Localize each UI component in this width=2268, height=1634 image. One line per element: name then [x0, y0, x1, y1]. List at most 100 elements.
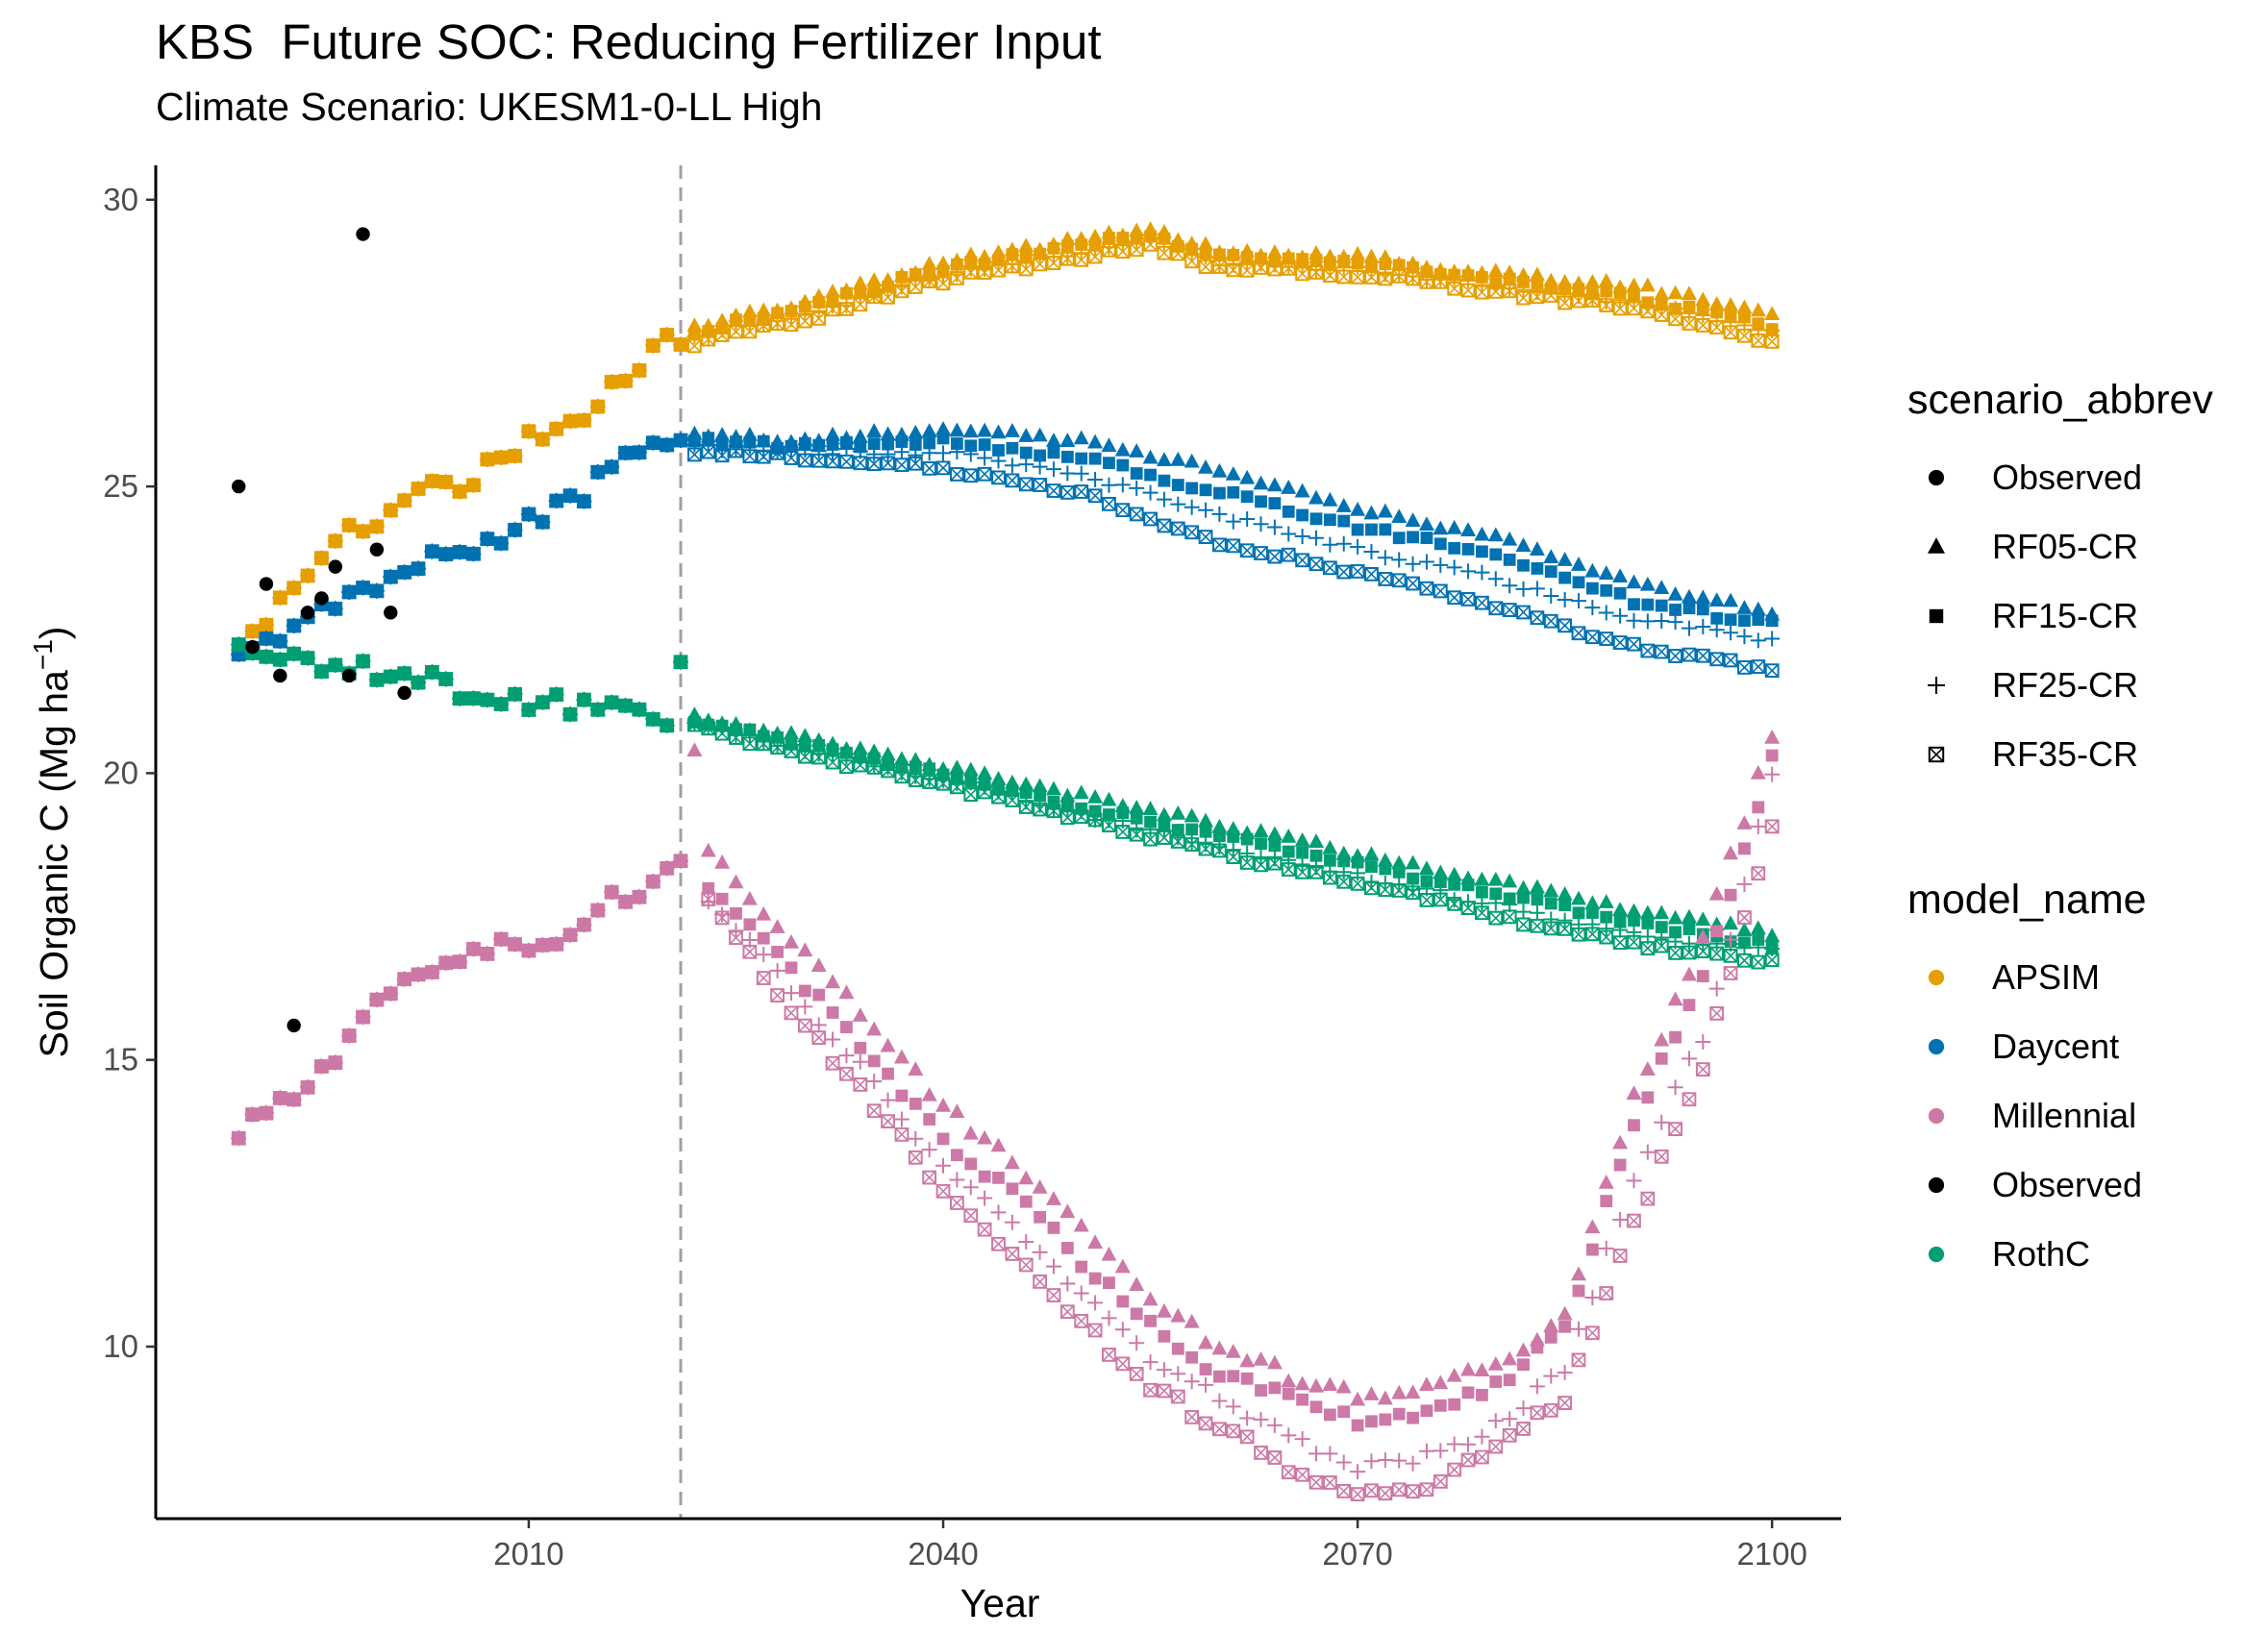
point-daycent-rf35-cr — [1627, 636, 1641, 652]
point-millennial-rf05-cr — [1598, 1174, 1614, 1189]
point-apsim-rf05-cr — [1487, 262, 1504, 277]
point-millennial-rf35-cr — [1267, 1450, 1283, 1465]
point-millennial-rf25-cr — [797, 999, 813, 1015]
point-rothc-rf35-cr — [1254, 857, 1268, 873]
point-daycent-rf25-cr — [1266, 519, 1283, 535]
point-millennial-rf15-cr — [1103, 1276, 1115, 1290]
legend-item-rf35-cr: RF35-CR — [1907, 720, 2213, 789]
point-apsim-rf35-cr — [853, 297, 868, 312]
point-daycent-rf15-cr — [1476, 545, 1488, 558]
point-daycent-rf15-cr — [867, 437, 881, 451]
point-millennial-rf05-cr — [1515, 1342, 1532, 1357]
point-apsim-rf35-cr — [729, 324, 743, 339]
point-rothc-rf35-cr — [729, 730, 743, 745]
point-millennial-rf15-cr — [1171, 1342, 1184, 1355]
legend-item-rothc: RothC — [1907, 1220, 2147, 1289]
point-millennial-rf25-cr — [1281, 1427, 1297, 1444]
point-millennial-rf25-cr — [1170, 1366, 1186, 1382]
point-daycent-rf35-cr — [562, 488, 578, 504]
point-apsim-rf35-cr — [1502, 284, 1517, 299]
point-rothc-rf35-cr — [881, 763, 895, 779]
point-daycent-rf35-cr — [1018, 477, 1034, 492]
point-daycent-rf35-cr — [1668, 649, 1682, 663]
point-millennial-rf35-cr — [231, 1130, 246, 1146]
point-millennial-rf25-cr — [1570, 1321, 1586, 1337]
legend-item-apsim: APSIM — [1907, 943, 2147, 1012]
point-millennial-rf05-cr — [977, 1129, 993, 1145]
point-daycent-rf35-cr — [411, 561, 426, 577]
point-daycent-rf25-cr — [1363, 543, 1380, 559]
point-rothc-rf35-cr — [549, 687, 564, 702]
point-millennial-rf35-cr — [811, 1030, 827, 1045]
point-daycent-rf35-cr — [949, 467, 964, 482]
point-millennial-rf35-cr — [549, 936, 564, 952]
point-millennial-rf25-cr — [1764, 766, 1781, 782]
point-apsim-rf05-cr — [1736, 299, 1753, 314]
point-millennial-rf25-cr — [1294, 1431, 1310, 1448]
point-rothc-rf05-cr — [1198, 812, 1214, 828]
point-daycent-rf25-cr — [1736, 629, 1753, 645]
point-apsim-rf35-cr — [369, 519, 385, 534]
point-rothc-rf25-cr — [1543, 911, 1559, 928]
point-rothc-rf05-cr — [1502, 873, 1518, 888]
point-daycent-rf35-cr — [714, 448, 730, 463]
point-rothc-rf05-cr — [1750, 920, 1766, 935]
point-apsim-rf25-cr — [1474, 277, 1490, 293]
point-millennial-rf35-cr — [1419, 1482, 1434, 1498]
point-daycent-rf35-cr — [1087, 488, 1103, 504]
point-millennial-rf35-cr — [314, 1059, 329, 1074]
point-millennial-rf05-cr — [1322, 1376, 1338, 1392]
point-daycent-rf15-cr — [1103, 457, 1115, 470]
point-daycent-rf15-cr — [1240, 490, 1254, 504]
point-daycent-rf35-cr — [1308, 557, 1324, 572]
point-millennial-rf25-cr — [783, 985, 799, 1002]
point-millennial-rf35-cr — [1087, 1323, 1103, 1338]
point-daycent-rf15-cr — [1669, 604, 1682, 616]
point-rothc-rf25-cr — [810, 746, 827, 762]
point-millennial-rf05-cr — [1335, 1378, 1352, 1394]
point-daycent-rf15-cr — [1088, 452, 1102, 465]
point-daycent-rf25-cr — [1405, 556, 1421, 572]
point-rothc-rf05-cr — [1639, 904, 1656, 920]
point-daycent-rf15-cr — [1641, 598, 1655, 611]
point-millennial-rf15-cr — [1116, 1295, 1130, 1308]
y-tick-label: 15 — [103, 1042, 138, 1077]
point-millennial-rf05-cr — [810, 957, 827, 973]
point-rothc-rf05-cr — [977, 765, 993, 780]
point-apsim-rf35-cr — [949, 271, 964, 285]
point-millennial-rf25-cr — [1073, 1285, 1089, 1301]
point-rothc-rf25-cr — [1405, 881, 1421, 898]
point-daycent-rf25-cr — [1059, 465, 1076, 482]
point-daycent-rf25-cr — [1198, 502, 1214, 518]
point-apsim-rf35-cr — [272, 590, 287, 606]
point-rothc-rf05-cr — [1156, 806, 1172, 822]
point-daycent-rf35-cr — [1751, 659, 1766, 674]
point-rothc-rf25-cr — [1598, 921, 1614, 937]
point-millennial-rf25-cr — [1184, 1374, 1200, 1390]
point-rothc-rf35-cr — [604, 695, 619, 710]
point-apsim-rf35-cr — [1599, 298, 1614, 313]
point-rothc-rf35-cr — [1475, 905, 1489, 921]
point-rothc-rf35-cr — [1239, 855, 1255, 870]
point-daycent-rf05-cr — [1142, 449, 1159, 464]
point-millennial-rf25-cr — [1736, 876, 1753, 892]
point-rothc-rf25-cr — [1239, 845, 1256, 861]
point-daycent-rf15-cr — [1600, 583, 1613, 597]
point-daycent-rf15-cr — [1365, 523, 1378, 536]
point-millennial-rf25-cr — [1087, 1295, 1104, 1311]
point-apsim-rf05-cr — [1639, 277, 1656, 292]
point-daycent-rf25-cr — [1101, 477, 1117, 493]
point-millennial-rf15-cr — [978, 1170, 991, 1183]
point-millennial-rf25-cr — [1350, 1464, 1366, 1480]
point-millennial-rf15-cr — [785, 961, 798, 975]
point-daycent-rf15-cr — [1075, 452, 1088, 465]
point-apsim-rf35-cr — [1695, 318, 1710, 333]
point-daycent-rf35-cr — [866, 457, 882, 472]
point-rothc-rf15-cr — [1282, 845, 1295, 858]
point-millennial-rf15-cr — [1379, 1413, 1392, 1426]
point-millennial-rf15-cr — [1461, 1386, 1475, 1399]
point-rothc-rf35-cr — [1682, 945, 1697, 960]
point-observed — [341, 668, 357, 683]
point-daycent-rf05-cr — [1129, 443, 1145, 458]
point-rothc-rf35-cr — [1599, 929, 1614, 945]
